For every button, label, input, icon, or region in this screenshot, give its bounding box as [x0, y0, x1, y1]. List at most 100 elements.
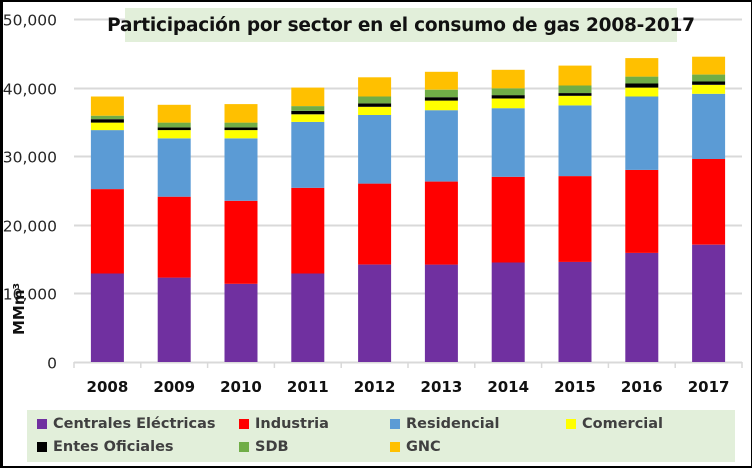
bar-segment-sdb-2012	[358, 96, 392, 104]
legend-swatch	[239, 419, 249, 429]
bar-segment-gnc-2015	[558, 65, 592, 86]
bar-segment-entes-oficiales-2011	[291, 110, 325, 115]
x-tick-label: 2017	[688, 378, 730, 396]
bar-segment-gnc-2008	[90, 96, 124, 116]
bar-segment-entes-oficiales-2014	[491, 95, 525, 99]
x-tick-label: 2014	[487, 378, 529, 396]
bar-segment-residencial-2015	[558, 105, 592, 177]
bar-segment-sdb-2014	[491, 88, 525, 96]
y-axis-label-text: MMm³	[10, 282, 28, 335]
legend-label: Comercial	[582, 416, 664, 432]
x-tick-label: 2010	[220, 378, 262, 396]
legend-label: Centrales Eléctricas	[53, 416, 216, 432]
bar-segment-residencial-2017	[692, 93, 726, 159]
bar-segment-comercial-2008	[90, 122, 124, 131]
bar-segment-gnc-2014	[491, 69, 525, 89]
bar-segment-sdb-2013	[424, 89, 458, 98]
legend-item-industria: Industria	[239, 416, 329, 432]
legend-swatch	[566, 419, 576, 429]
bar-segment-comercial-2009	[157, 130, 191, 139]
bar-segment-entes-oficiales-2010	[224, 127, 258, 131]
bar-segment-entes-oficiales-2008	[90, 119, 124, 123]
chart-title-box: Participación por sector en el consumo d…	[107, 8, 695, 42]
bar-segment-sdb-2017	[692, 74, 726, 82]
legend-swatch	[390, 442, 400, 452]
bar-segment-industria-2011	[291, 187, 325, 274]
chart-title: Participación por sector en el consumo d…	[107, 14, 695, 36]
x-tick-label: 2009	[153, 378, 195, 396]
x-tick-label: 2012	[354, 378, 396, 396]
bar-segment-comercial-2011	[291, 114, 325, 122]
bar-segment-gnc-2017	[692, 56, 726, 75]
bar-segment-comercial-2010	[224, 130, 258, 139]
y-tick-label: 30,000	[3, 149, 57, 167]
bar-segment-gnc-2010	[224, 104, 258, 123]
legend-item-gnc: GNC	[390, 439, 441, 455]
bar-segment-industria-2013	[424, 181, 458, 265]
bar-segment-centrales-el-ctricas-2010	[224, 283, 258, 362]
bar-segment-industria-2010	[224, 200, 258, 284]
bar-segment-comercial-2014	[491, 98, 525, 109]
bar-segment-residencial-2008	[90, 130, 124, 190]
bar-segment-sdb-2010	[224, 122, 258, 128]
legend-item-sdb: SDB	[239, 439, 289, 455]
bar-segment-sdb-2008	[90, 115, 124, 120]
bar-segment-residencial-2013	[424, 110, 458, 182]
bar-segment-comercial-2013	[424, 100, 458, 111]
bar-segment-entes-oficiales-2012	[358, 103, 392, 107]
bar-segment-gnc-2016	[625, 58, 659, 77]
bar-segment-centrales-el-ctricas-2017	[692, 244, 726, 362]
bar-segment-entes-oficiales-2017	[692, 81, 726, 85]
bar-segment-industria-2009	[157, 196, 191, 278]
bar-segment-residencial-2016	[625, 96, 659, 170]
bar-segment-gnc-2012	[358, 77, 392, 97]
bar-segment-entes-oficiales-2015	[558, 93, 592, 96]
bar-segment-industria-2008	[90, 189, 124, 274]
bar-segment-industria-2015	[558, 176, 592, 262]
legend-label: GNC	[406, 439, 441, 455]
bar-segment-industria-2012	[358, 183, 392, 265]
bar-segment-gnc-2011	[291, 87, 325, 107]
bar-segment-comercial-2015	[558, 95, 592, 106]
legend-swatch	[37, 419, 47, 429]
bar-segment-centrales-el-ctricas-2011	[291, 273, 325, 362]
bar-segment-centrales-el-ctricas-2014	[491, 262, 525, 362]
legend: Centrales Eléctricas Industria Residenci…	[27, 410, 735, 462]
legend-label: Residencial	[406, 416, 500, 432]
bar-segment-residencial-2009	[157, 138, 191, 197]
x-tick-label: 2013	[421, 378, 463, 396]
bar-segment-sdb-2009	[157, 122, 191, 128]
legend-swatch	[37, 442, 47, 452]
bar-segment-centrales-el-ctricas-2015	[558, 261, 592, 362]
bar-segment-residencial-2011	[291, 121, 325, 188]
x-tick-label: 2008	[87, 378, 129, 396]
y-tick-label: 10,000	[3, 286, 57, 304]
x-tick-label: 2015	[554, 378, 596, 396]
bar-segment-entes-oficiales-2016	[625, 83, 659, 88]
bar-segment-comercial-2017	[692, 84, 726, 94]
bar-segment-residencial-2014	[491, 108, 525, 177]
bar-segment-industria-2017	[692, 158, 726, 245]
bar-segment-gnc-2013	[424, 71, 458, 90]
bar-segment-residencial-2012	[358, 115, 392, 184]
legend-label: Industria	[255, 416, 329, 432]
bar-segment-centrales-el-ctricas-2016	[625, 252, 659, 362]
bar-segment-centrales-el-ctricas-2012	[358, 264, 392, 362]
bar-segment-centrales-el-ctricas-2013	[424, 264, 458, 362]
legend-swatch	[390, 419, 400, 429]
bar-segment-sdb-2011	[291, 106, 325, 111]
legend-item-centrales-electricas: Centrales Eléctricas	[37, 416, 216, 432]
legend-item-comercial: Comercial	[566, 416, 663, 432]
x-tick-label: 2011	[287, 378, 329, 396]
bar-segment-entes-oficiales-2013	[424, 97, 458, 101]
y-axis-label: MMm³	[10, 283, 28, 335]
bar-segment-residencial-2010	[224, 138, 258, 201]
bar-segment-gnc-2009	[157, 104, 191, 123]
bar-segment-industria-2016	[625, 169, 659, 253]
x-tick-label: 2016	[621, 378, 663, 396]
bar-segment-sdb-2015	[558, 85, 592, 93]
y-tick-label: 50,000	[3, 12, 57, 30]
bar-segment-comercial-2016	[625, 87, 659, 97]
y-tick-label: 40,000	[3, 81, 57, 99]
